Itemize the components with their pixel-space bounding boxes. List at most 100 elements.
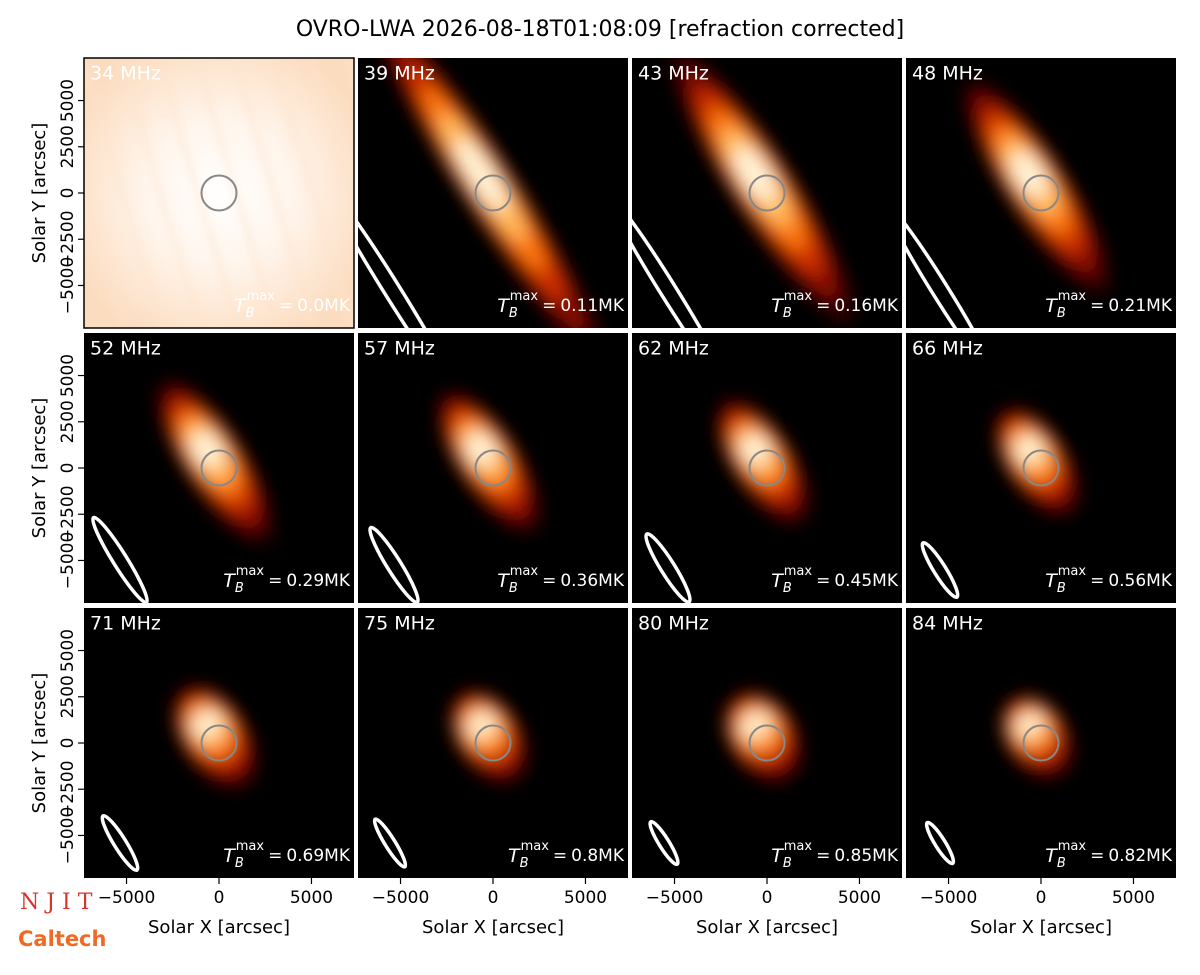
tb-part: =	[1090, 296, 1104, 316]
tb-part: 0.0MK	[297, 296, 351, 316]
streak	[84, 182, 127, 328]
tb-annotation: TBmax = 0.21MK	[1045, 289, 1173, 321]
tb-part: 0.11MK	[560, 296, 625, 316]
tb-part: 0.29MK	[286, 571, 351, 591]
emission	[157, 380, 273, 544]
y-tick-label: −5000	[58, 257, 78, 315]
y-tick-label: 5000	[58, 354, 78, 397]
emission-layer	[740, 435, 770, 464]
beam	[644, 532, 692, 603]
x-tick-label: 5000	[1112, 888, 1155, 908]
panel-image	[84, 58, 354, 328]
panel	[906, 608, 1176, 878]
panel-title: 66 MHz	[912, 338, 983, 360]
beam	[648, 819, 680, 867]
emission-layer	[465, 433, 496, 466]
tb-part: max	[784, 564, 813, 579]
tb-part: T	[771, 570, 784, 592]
panel	[358, 333, 628, 603]
tb-part: =	[816, 846, 830, 866]
tb-part: 0.8MK	[571, 846, 625, 866]
tb-annotation: TBmax = 0.0MK	[234, 289, 351, 321]
tb-part: B	[1057, 581, 1066, 596]
panel-title: 57 MHz	[364, 338, 435, 360]
emission-layer	[740, 712, 770, 737]
panel-image	[632, 333, 902, 603]
tb-part: max	[784, 839, 813, 854]
panel-title: 71 MHz	[90, 613, 161, 635]
tb-annotation: TBmax = 0.69MK	[223, 839, 351, 871]
emission	[672, 58, 854, 323]
panel-title: 75 MHz	[364, 613, 435, 635]
tb-part: =	[542, 571, 556, 591]
tb-part: T	[1045, 295, 1058, 317]
solar-disk	[748, 174, 786, 212]
y-tick-label: 0	[58, 463, 78, 474]
x-axis-label: Solar X [arcsec]	[970, 917, 1112, 938]
y-tick-label: 2500	[58, 675, 78, 718]
beam	[906, 203, 996, 328]
panel	[906, 333, 1176, 603]
panel-title: 43 MHz	[638, 63, 709, 85]
x-axis-label: Solar X [arcsec]	[696, 917, 838, 938]
tb-part: B	[1057, 306, 1066, 321]
panel-title: 52 MHz	[90, 338, 161, 360]
panel-title: 39 MHz	[364, 63, 435, 85]
logo-njit: N J I T	[20, 890, 93, 915]
beam	[368, 525, 420, 603]
tb-part: T	[497, 570, 510, 592]
tb-part: B	[783, 306, 792, 321]
tb-part: max	[510, 289, 539, 304]
tb-part: T	[771, 845, 784, 867]
y-axis-label: Solar Y [arcsec]	[29, 123, 50, 264]
tb-part: T	[771, 295, 784, 317]
tb-part: B	[783, 856, 792, 871]
panel-image	[906, 608, 1176, 878]
x-tick-label: 5000	[564, 888, 607, 908]
tb-part: 0.56MK	[1108, 571, 1173, 591]
tb-part: max	[236, 839, 265, 854]
panel-title: 48 MHz	[912, 63, 983, 85]
solar-disk	[200, 449, 238, 487]
panel-image	[358, 608, 628, 878]
panel	[84, 608, 354, 878]
emission	[994, 407, 1080, 517]
y-tick-label: −2500	[58, 760, 78, 818]
tb-part: =	[268, 571, 282, 591]
x-tick-label: 0	[488, 888, 499, 908]
x-axis-label: Solar X [arcsec]	[148, 917, 290, 938]
tb-part: 0.16MK	[834, 296, 899, 316]
tb-part: max	[784, 289, 813, 304]
tb-part: =	[816, 571, 830, 591]
streak	[307, 58, 354, 218]
y-tick-label: 2500	[58, 400, 78, 443]
emission	[372, 58, 606, 328]
panel-image	[358, 333, 628, 603]
tb-part: =	[279, 296, 293, 316]
tb-part: T	[1045, 845, 1058, 867]
emission-layer	[190, 431, 223, 468]
tb-part: =	[553, 846, 567, 866]
beam	[100, 813, 140, 873]
x-tick-label: −5000	[920, 888, 978, 908]
streak	[84, 58, 165, 328]
emission-layer	[1015, 713, 1043, 736]
tb-part: B	[235, 856, 244, 871]
tb-part: =	[816, 296, 830, 316]
x-tick-label: −5000	[372, 888, 430, 908]
streak	[269, 58, 354, 328]
tb-part: 0.85MK	[834, 846, 899, 866]
x-tick-label: 0	[214, 888, 225, 908]
tb-annotation: TBmax = 0.85MK	[771, 839, 899, 871]
x-tick-label: 5000	[290, 888, 333, 908]
solar-disk	[748, 449, 786, 487]
panel	[632, 608, 902, 878]
beam	[372, 817, 408, 869]
streak	[155, 58, 241, 328]
tb-part: =	[1090, 571, 1104, 591]
y-tick-label: −2500	[58, 485, 78, 543]
tb-part: 0.36MK	[560, 571, 625, 591]
tb-part: B	[1057, 856, 1066, 871]
y-tick-label: 0	[58, 738, 78, 749]
tb-part: T	[223, 570, 236, 592]
